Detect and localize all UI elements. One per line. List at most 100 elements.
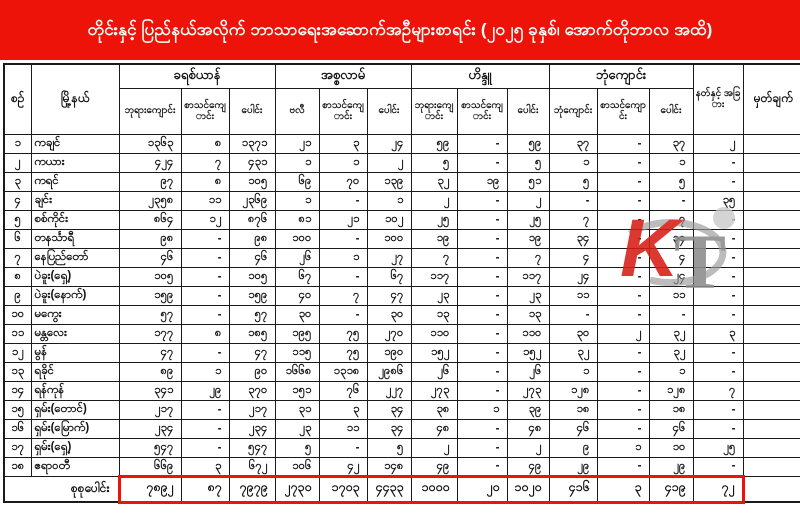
value-cell: ၂၄	[548, 266, 598, 287]
table-row: ၁၀ မကွေး ၅၇-၅၇ ၃၀-၃၀ ၁၃-၁၃- - - -	[3, 304, 800, 325]
value-cell: -	[456, 209, 508, 230]
value-cell: ၄၇	[366, 285, 412, 306]
value-cell: ၄၆	[648, 418, 694, 439]
grand-total-remark	[742, 475, 800, 503]
region-name: ကချင်	[30, 133, 120, 154]
remark-cell	[742, 228, 800, 249]
value-cell: ၁၃	[410, 304, 458, 325]
value-cell: ၂၃	[274, 418, 320, 439]
value-cell: ၅၄၇	[228, 437, 276, 458]
value-cell: ၃	[318, 399, 368, 420]
value-cell: ၈၉	[118, 361, 182, 382]
value-cell: ၇	[692, 380, 744, 401]
value-cell: ၅	[648, 171, 694, 192]
value-cell: -	[180, 342, 230, 363]
grand-total-value: ၃	[596, 474, 650, 504]
table-row: ၁၃ ရခိုင် ၈၉၁၉၀ ၁၆၆၈ ၁၃၁၈ ၂၉၈၆ ၂၆-၂၆၁-၁-	[3, 361, 800, 382]
value-cell: ၂	[410, 437, 458, 458]
row-serial: ၄	[3, 190, 32, 211]
region-name: ရခိုင်	[30, 361, 120, 382]
row-serial: ၁၇	[3, 437, 32, 458]
remark-cell	[742, 133, 800, 154]
value-cell: ၁၀	[648, 437, 694, 458]
value-cell: ၅	[410, 152, 458, 173]
value-cell: -	[692, 152, 744, 173]
value-cell: ၇၅	[318, 342, 368, 363]
value-cell: ၃၀	[274, 304, 320, 325]
value-cell: ၄၀	[274, 285, 320, 306]
region-name: ကရင်	[30, 171, 120, 192]
table-body: ၁ကချင် ၁၃၆၃၈၁၃၇၁ ၂၁၃၂၄ ၅၉-၅၉ ၃၇-၃၇၂၂ကယား ၄၂၄၇…	[3, 133, 800, 477]
value-cell: ၃၂	[548, 342, 598, 363]
value-cell: -	[180, 418, 230, 439]
remark-cell	[742, 361, 800, 382]
religious-buildings-table: စဉ် မြို့နယ် ခရစ်ယာန် အစ္စလာမ် ဟိန္ဒူ ဘု…	[3, 63, 800, 504]
grand-total-value: ၄၄၃၃	[366, 474, 412, 504]
value-cell: ၉၈	[118, 228, 182, 249]
value-cell: ၂	[692, 133, 744, 154]
value-cell: ၁	[366, 190, 412, 211]
col-header-chinese-total: ပေါင်း	[648, 87, 694, 135]
region-name: ပဲခူး(နောက်)	[30, 285, 120, 306]
value-cell: ၃	[318, 133, 368, 154]
value-cell: ၂၅	[410, 209, 458, 230]
value-cell: -	[596, 133, 650, 154]
value-cell: ၁၁	[180, 190, 230, 211]
row-serial: ၇	[3, 247, 32, 268]
value-cell: ၃၄	[648, 228, 694, 249]
value-cell: -	[180, 285, 230, 306]
value-cell: ၄၃၁	[228, 152, 276, 173]
grand-total-value: ၄၁၉	[648, 474, 694, 504]
value-cell: ၃၂	[410, 171, 458, 192]
table-row: ၈ပဲခူး(ရှေ့) ၁၀၅-၁၀၅ ၆၇-၆၇ ၁၁၇-၁၁၇ ၂၄-၂၄-	[3, 266, 800, 287]
value-cell: ၅	[506, 152, 550, 173]
value-cell: -	[596, 418, 650, 439]
value-cell: -	[180, 304, 230, 325]
value-cell: ၃	[692, 323, 744, 344]
value-cell: ၂၉	[180, 380, 230, 401]
group-header-christian: ခရစ်ယာန်	[118, 63, 276, 89]
value-cell: ၆၇၂	[228, 456, 276, 477]
remark-cell	[742, 247, 800, 268]
value-cell: ၂	[596, 323, 650, 344]
value-cell: -	[180, 399, 230, 420]
value-cell: ၄၉	[410, 456, 458, 477]
value-cell: ၂၄	[366, 133, 412, 154]
value-cell: ၂	[366, 152, 412, 173]
col-header-christian-total: ပေါင်း	[228, 87, 276, 135]
row-serial: ၁	[3, 133, 32, 154]
value-cell: ၃၄	[366, 399, 412, 420]
value-cell: -	[692, 228, 744, 249]
value-cell: ၇၀	[318, 171, 368, 192]
value-cell: ၉၈	[228, 228, 276, 249]
value-cell: ၁၁	[648, 285, 694, 306]
table-row: ၁၅ ရှမ်း(တောင်) ၂၁၇-၂၁၇ ၃၁၃၃၄ ၃၈၁၃၉ ၁၈-၁၈-	[3, 399, 800, 420]
group-header-hindu: ဟိန္ဒူ	[410, 63, 550, 89]
region-name: ပဲခူး(ရှေ့)	[30, 266, 120, 287]
value-cell: -	[692, 361, 744, 382]
value-cell: ၉၀	[228, 361, 276, 382]
grand-total-value: ၇၈၉၂	[117, 474, 182, 504]
col-header-remark: မှတ်ချက်	[742, 63, 800, 135]
value-cell: -	[692, 342, 744, 363]
grand-total-value: ၁၀၂၀	[506, 474, 550, 504]
row-serial: ၁၃	[3, 361, 32, 382]
grand-total-value: ၇၉၇၉	[228, 474, 276, 504]
value-cell: ၁၈	[548, 399, 598, 420]
region-name: တနင်္သာရီ	[30, 228, 120, 249]
value-cell: ၁၉၀	[366, 342, 412, 363]
value-cell: ၁၅၁	[274, 380, 320, 401]
value-cell: ၁၃	[506, 304, 550, 325]
value-cell: ၅	[366, 437, 412, 458]
value-cell: -	[596, 247, 650, 268]
value-cell: ၃၄	[548, 228, 598, 249]
region-name: မန္တလေး	[30, 323, 120, 344]
value-cell: ၆၉	[274, 171, 320, 192]
value-cell: -	[596, 285, 650, 306]
value-cell: ၂၇၀	[366, 323, 412, 344]
table-row: ၁၂ မွန် ၄၇-၄၇ ၁၁၅ ၇၅ ၁၉၀ ၁၅၂-၁၅၂ ၃၂-၃၂-	[3, 342, 800, 363]
value-cell: -	[596, 380, 650, 401]
grand-total-value: ၄၁၆	[548, 474, 598, 504]
value-cell: ၂၂၇	[366, 380, 412, 401]
value-cell: ၁၁၇	[506, 266, 550, 287]
